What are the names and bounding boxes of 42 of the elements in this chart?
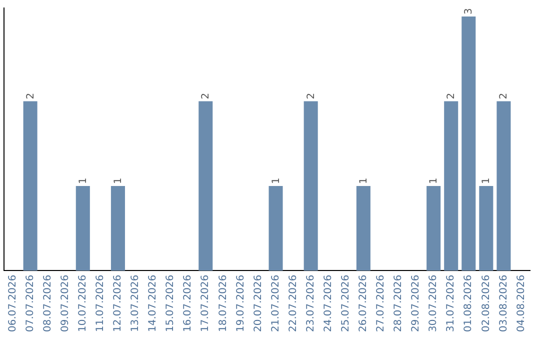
x-tick-label: 26.07.2026 (358, 274, 370, 332)
x-tick-label: 02.08.2026 (480, 274, 492, 332)
x-tick-label: 29.07.2026 (410, 274, 422, 332)
data-label: 1 (358, 178, 370, 184)
data-label: 3 (464, 8, 475, 14)
data-label: 1 (481, 178, 492, 184)
x-tick-label: 19.07.2026 (235, 274, 246, 332)
x-tick-label: 15.07.2026 (165, 274, 176, 332)
x-tick-label: 09.07.2026 (60, 274, 71, 332)
data-label: 2 (25, 92, 36, 100)
x-tick-label: 10.07.2026 (77, 274, 88, 332)
x-tick-label: 28.07.2026 (393, 274, 404, 332)
x-tick-label: 17.07.2026 (200, 274, 212, 332)
x-tick-label: 11.07.2026 (95, 274, 106, 332)
x-tick-label: 23.07.2026 (305, 274, 316, 332)
x-tick-label: 14.07.2026 (148, 274, 159, 332)
x-tick-label: 20.07.2026 (252, 274, 264, 332)
x-tick-label: 18.07.2026 (218, 274, 229, 332)
data-label: 1 (428, 178, 440, 184)
x-tick-label: 12.07.2026 (112, 274, 124, 332)
data-label: 2 (446, 92, 458, 100)
x-tick-label: 03.08.2026 (498, 274, 510, 332)
data-label: 1 (270, 178, 282, 184)
data-label: 2 (498, 92, 510, 100)
x-tick-label: 24.07.2026 (322, 274, 334, 332)
x-tick-label: 04.08.2026 (516, 274, 527, 332)
x-tick-label: 01.08.2026 (463, 274, 474, 332)
x-tick-label: 16.07.2026 (182, 274, 194, 332)
x-tick-label: 06.07.2026 (7, 274, 18, 332)
x-tick-label: 27.07.2026 (376, 274, 387, 332)
x-tick-label: 25.07.2026 (340, 274, 352, 332)
x-tick-label: 30.07.2026 (428, 274, 440, 332)
data-label: 2 (306, 92, 317, 100)
data-label: 1 (112, 178, 124, 184)
data-label: 2 (200, 92, 212, 100)
x-tick-label: 31.07.2026 (446, 274, 457, 332)
x-tick-label: 08.07.2026 (42, 274, 54, 332)
x-tick-label: 21.07.2026 (270, 274, 282, 332)
x-tick-label: 22.07.2026 (288, 274, 299, 332)
x-tick-label: 07.07.2026 (24, 274, 36, 332)
x-tick-label: 13.07.2026 (130, 274, 142, 332)
data-label: 1 (78, 178, 89, 184)
